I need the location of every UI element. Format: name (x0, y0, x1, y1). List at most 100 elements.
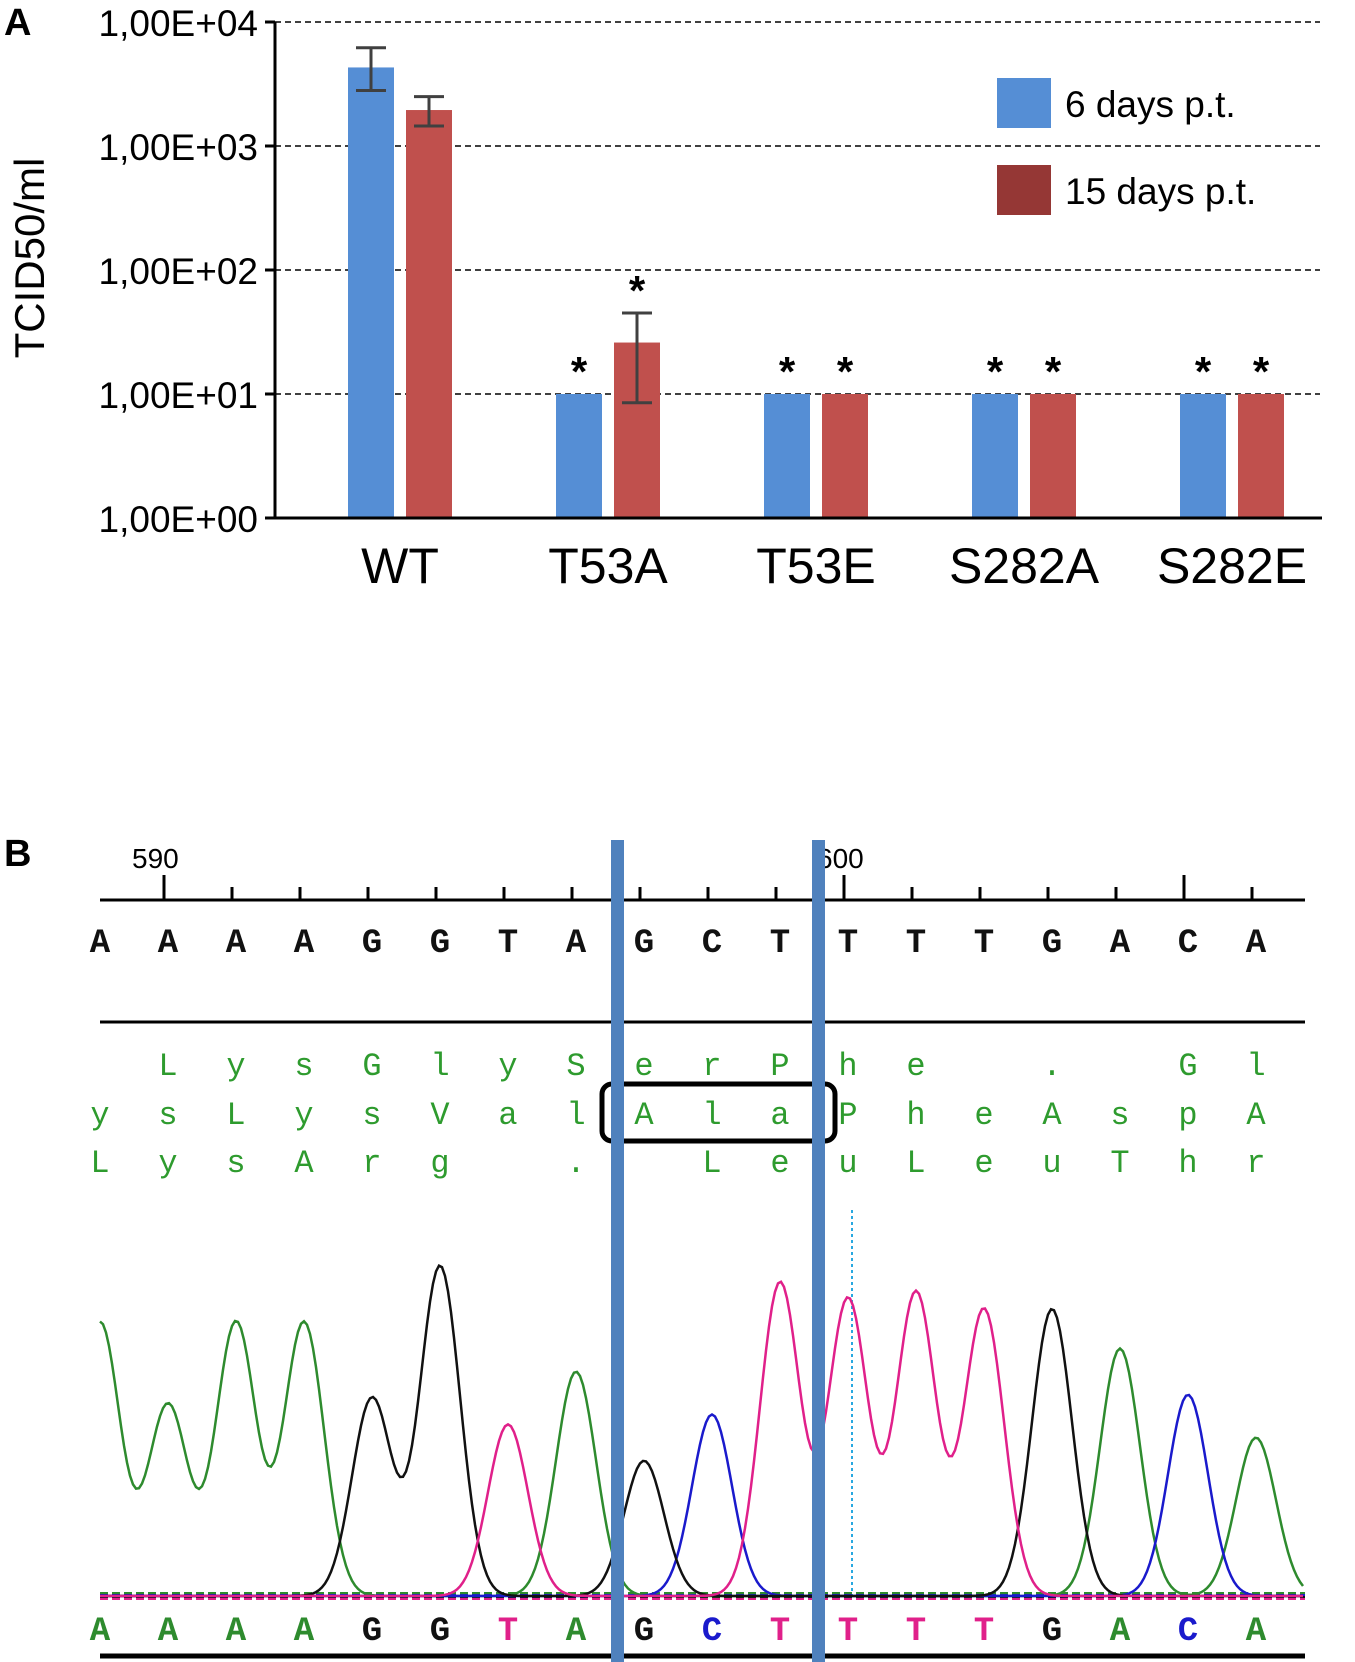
highlighted-codon-box (599, 1081, 838, 1144)
y-tick-label: 1,00E+01 (99, 375, 258, 416)
called-base: G (430, 1613, 450, 1651)
called-base: C (1178, 1613, 1198, 1651)
base-letter: G (362, 925, 382, 963)
called-base: G (362, 1613, 382, 1651)
called-base: A (226, 1613, 247, 1651)
amino-acid-letter: L (226, 1097, 245, 1134)
bar (1030, 394, 1076, 518)
amino-acid-letter: a (770, 1097, 789, 1134)
significance-star: * (1253, 348, 1270, 395)
amino-acid-letter: A (294, 1145, 314, 1182)
called-base: A (158, 1613, 179, 1651)
position-label-590: 590 (132, 843, 179, 874)
amino-acid-letter: l (702, 1097, 721, 1134)
amino-acid-letter: P (770, 1048, 789, 1085)
amino-acid-letter: h (1178, 1145, 1197, 1182)
called-base: A (1110, 1613, 1131, 1651)
base-letter: G (634, 925, 654, 963)
amino-acid-letter: y (90, 1097, 109, 1134)
amino-acid-letter: y (226, 1048, 245, 1085)
significance-star: * (571, 348, 588, 395)
significance-star: * (837, 348, 854, 395)
amino-acid-letter: s (294, 1048, 313, 1085)
significance-star: * (987, 348, 1004, 395)
bar (556, 394, 602, 518)
y-axis-label: TCID50/ml (6, 158, 53, 359)
significance-star: * (629, 267, 646, 314)
amino-acid-letter: e (974, 1097, 993, 1134)
amino-acid-letter: e (634, 1048, 653, 1085)
chromatogram-traces (99, 1264, 1305, 1598)
called-base: C (702, 1613, 722, 1651)
amino-acid-letter: a (498, 1097, 517, 1134)
called-base: T (498, 1613, 518, 1651)
marker-line-right (812, 840, 825, 1662)
panel-a: A TCID50/ml 1,00E+001,00E+011,00E+021,00… (4, 2, 1322, 594)
error-bars (356, 46, 652, 405)
amino-acid-letter: u (838, 1145, 857, 1182)
called-base: G (1042, 1613, 1062, 1651)
bar (822, 394, 868, 518)
amino-acid-letter: s (158, 1097, 177, 1134)
base-letter: A (1110, 925, 1131, 963)
bar (1238, 394, 1284, 518)
bars (348, 67, 1284, 518)
bar (406, 110, 452, 518)
base-letter: A (90, 925, 111, 963)
amino-acid-letter: s (362, 1097, 381, 1134)
called-base: A (566, 1613, 587, 1651)
amino-acid-letter: r (702, 1048, 721, 1085)
amino-acid-letter: T (1110, 1145, 1129, 1182)
y-tick-label: 1,00E+03 (99, 127, 258, 168)
amino-acid-letter: s (1110, 1097, 1129, 1134)
panel-a-label: A (4, 2, 31, 44)
amino-acid-letter: y (294, 1097, 313, 1134)
bar (348, 67, 394, 518)
base-letter: T (498, 925, 518, 963)
chromatogram-trace (100, 1393, 1303, 1598)
amino-acid-letter: h (906, 1097, 925, 1134)
amino-acid-letter: V (430, 1097, 450, 1134)
y-ticks: 1,00E+00 1,00E+01 1,00E+02 1,00E+03 1,00E+04 (99, 3, 275, 540)
amino-acid-letter: e (906, 1048, 925, 1085)
base-letter: A (294, 925, 315, 963)
amino-acid-letter: g (430, 1145, 449, 1182)
base-letter: C (702, 925, 722, 963)
significance-markers: * * * * * * * * (571, 267, 1270, 395)
bar (764, 394, 810, 518)
called-base: T (974, 1613, 994, 1651)
x-tick-label: S282E (1157, 538, 1307, 594)
ruler-ticks (162, 875, 1254, 900)
amino-acid-letter: u (1042, 1145, 1061, 1182)
amino-acid-letter: r (1246, 1145, 1265, 1182)
amino-acid-letter: L (702, 1145, 721, 1182)
amino-acid-letter: L (906, 1145, 925, 1182)
base-letter: A (1246, 925, 1267, 963)
amino-acid-letter: p (1178, 1097, 1197, 1134)
y-tick-label: 1,00E+02 (99, 251, 258, 292)
amino-acid-letter: L (158, 1048, 177, 1085)
amino-acid-letter: P (838, 1097, 857, 1134)
bar (1180, 394, 1226, 518)
legend-label-15-days: 15 days p.t. (1065, 171, 1256, 212)
base-letter: T (974, 925, 994, 963)
called-base: T (770, 1613, 790, 1651)
called-base: T (906, 1613, 926, 1651)
base-letter: T (838, 925, 858, 963)
amino-acid-letter: G (1178, 1048, 1197, 1085)
amino-acid-letter: y (498, 1048, 517, 1085)
base-letter: C (1178, 925, 1198, 963)
called-base: A (1246, 1613, 1267, 1651)
y-tick-label: 1,00E+04 (99, 3, 258, 44)
amino-acid-letter: e (974, 1145, 993, 1182)
significance-star: * (1045, 348, 1062, 395)
legend-swatch-15-days (997, 165, 1051, 215)
base-letter: G (430, 925, 450, 963)
x-tick-label: T53E (756, 538, 876, 594)
chromatogram-trace (99, 1319, 1305, 1598)
amino-acid-letter: A (634, 1097, 654, 1134)
